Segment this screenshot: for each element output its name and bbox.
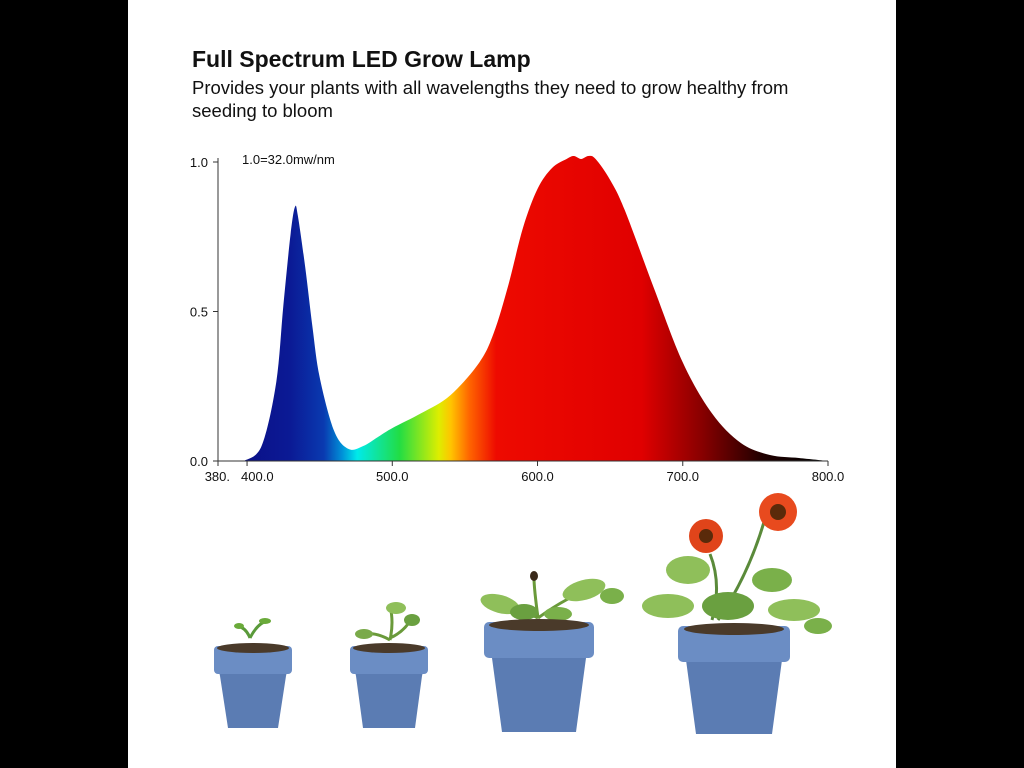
plant-young	[350, 602, 428, 728]
scale-annotation: 1.0=32.0mw/nm	[242, 152, 335, 167]
page-subtitle: Provides your plants with all wavelength…	[192, 77, 789, 121]
plant-blooming	[642, 493, 832, 734]
plant-seedling	[214, 618, 292, 728]
axis-ticks: 0.0 0.5 1.0 380. 400.0 500.0 600.0 700.0 800.0	[190, 155, 844, 484]
x-tick-label: 700.0	[666, 469, 699, 484]
y-tick-label: 1.0	[190, 155, 208, 170]
y-tick-label: 0.5	[190, 305, 208, 320]
product-panel: Full Spectrum LED Grow Lamp Provides you…	[128, 0, 896, 768]
plant-growth-illustration	[214, 493, 832, 734]
spectrum-area	[244, 155, 829, 462]
x-tick-label: 800.0	[812, 469, 845, 484]
x-tick-label: 500.0	[376, 469, 409, 484]
page-title: Full Spectrum LED Grow Lamp	[192, 46, 531, 72]
y-tick-label: 0.0	[190, 454, 208, 469]
x-tick-label: 400.0	[241, 469, 274, 484]
x-tick-label: 380.	[205, 469, 230, 484]
spectrum-chart: 0.0 0.5 1.0 380. 400.0 500.0 600.0 700.0 800.0 1…	[190, 152, 844, 484]
x-tick-label: 600.0	[521, 469, 554, 484]
plant-growing	[480, 571, 624, 732]
